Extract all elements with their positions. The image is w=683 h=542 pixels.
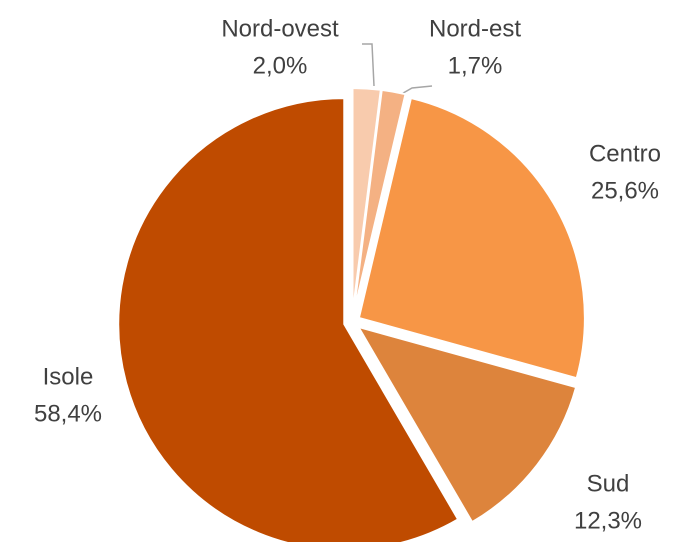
slice-label: Sud (587, 470, 630, 497)
slice-label: Nord-ovest (221, 15, 339, 42)
slice-label: Centro (589, 140, 661, 167)
slice-value-label: 25,6% (591, 177, 659, 204)
slice-value-label: 2,0% (253, 52, 308, 79)
leader-line (362, 43, 375, 87)
slice-label: Nord-est (429, 15, 521, 42)
pie-slice (117, 97, 460, 542)
slice-value-label: 1,7% (448, 52, 503, 79)
slice-value-label: 58,4% (34, 400, 102, 427)
pie-slice (356, 325, 578, 524)
slice-label: Isole (43, 363, 94, 390)
pie-slice (357, 96, 586, 380)
pie-slice (352, 88, 407, 315)
slice-value-label: 12,3% (574, 507, 642, 534)
